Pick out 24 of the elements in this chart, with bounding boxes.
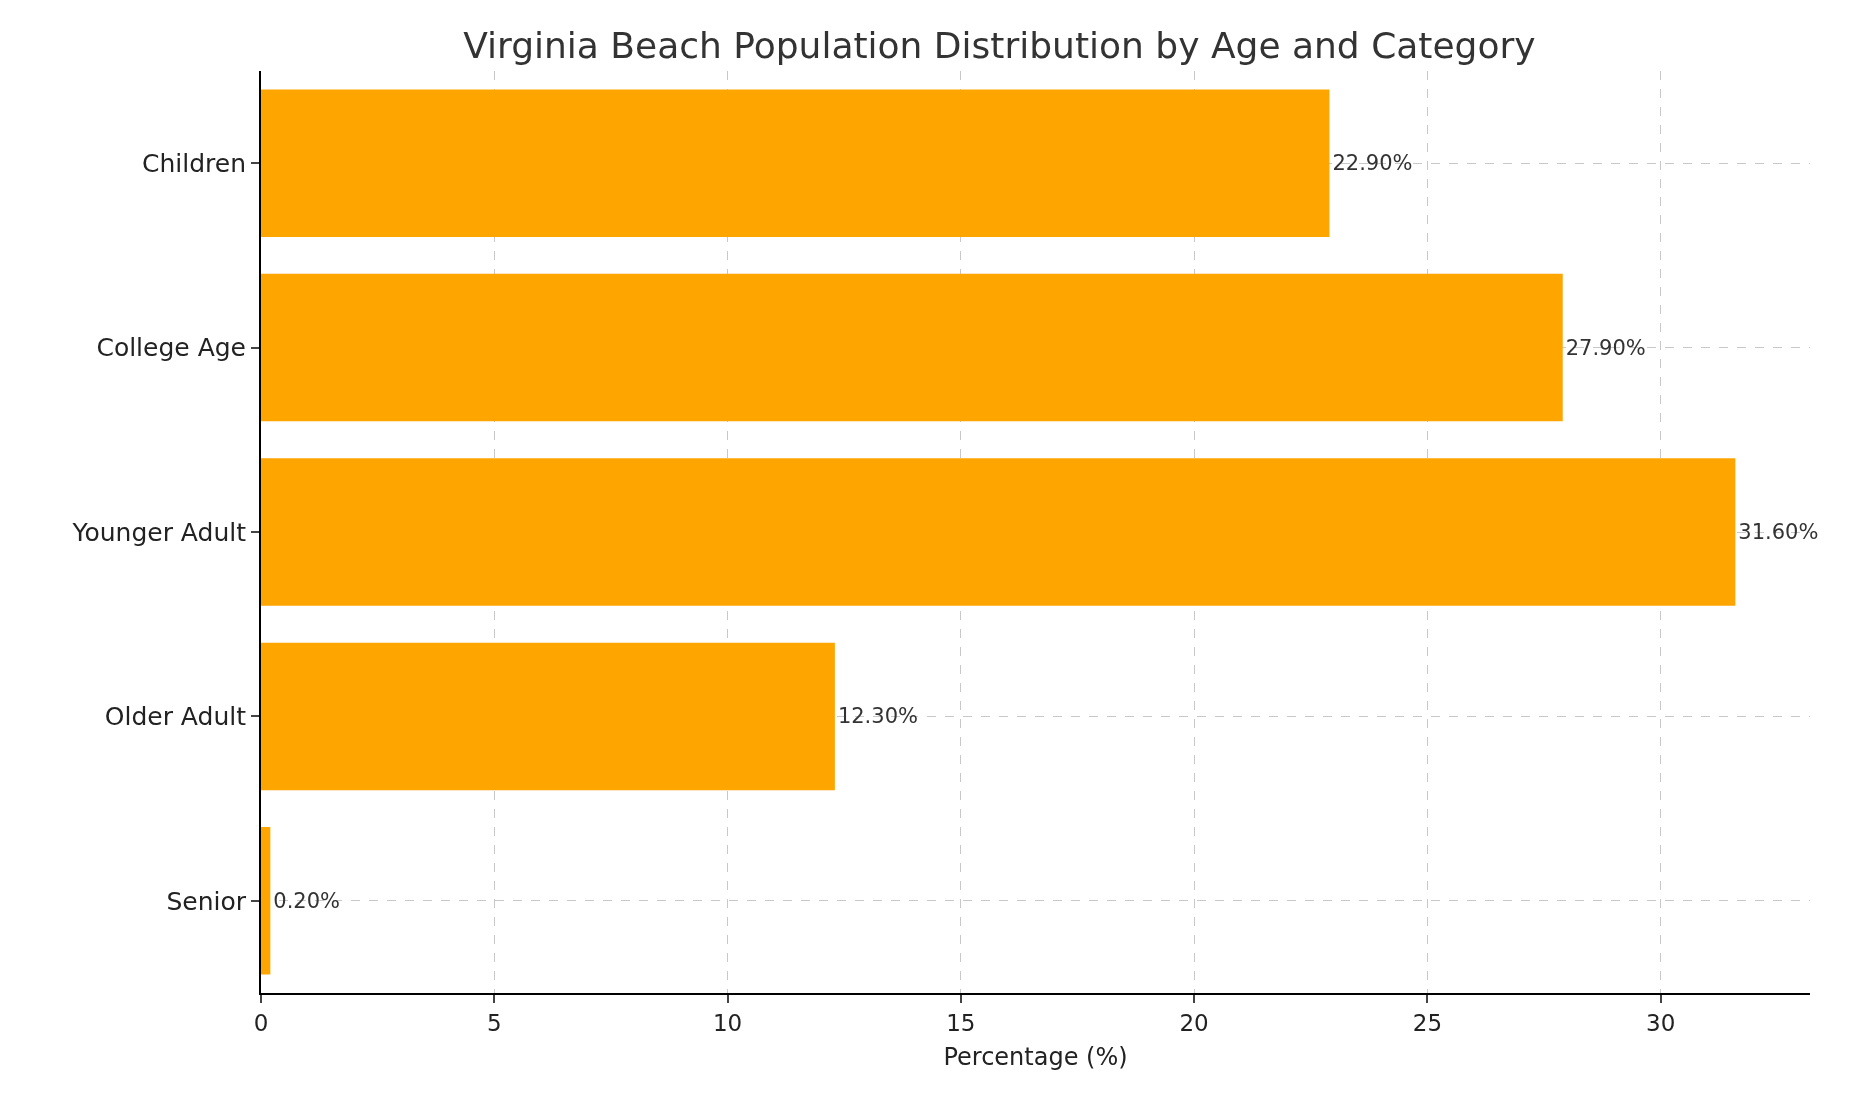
bar <box>261 827 271 975</box>
data-label: 0.20% <box>273 888 341 913</box>
bar <box>261 273 1563 422</box>
x-tick-label: 30 <box>1646 1009 1676 1036</box>
bar <box>261 89 1330 237</box>
y-tick-label: Younger Adult <box>71 517 247 547</box>
y-tick-label: Senior <box>166 886 247 916</box>
y-tick-label: College Age <box>96 333 246 363</box>
data-label: 22.90% <box>1332 151 1413 176</box>
data-label: 12.30% <box>837 704 918 729</box>
data-label: 31.60% <box>1738 520 1819 544</box>
bar <box>261 458 1736 606</box>
y-tick-label: Children <box>141 148 246 178</box>
data-label: 27.90% <box>1565 335 1646 360</box>
x-tick-label: 20 <box>1179 1009 1209 1036</box>
chart-title: Virginia Beach Population Distribution by Age and Category <box>463 25 1536 67</box>
x-axis-title: Percentage (%) <box>943 1043 1128 1072</box>
x-tick-label: 5 <box>486 1009 502 1036</box>
y-tick-label: Older Adult <box>104 702 247 732</box>
x-tick-label: 10 <box>712 1009 743 1036</box>
x-tick-label: 0 <box>253 1009 269 1036</box>
bar <box>261 642 835 791</box>
x-tick-label: 25 <box>1412 1009 1443 1036</box>
x-tick-label: 15 <box>946 1009 976 1036</box>
